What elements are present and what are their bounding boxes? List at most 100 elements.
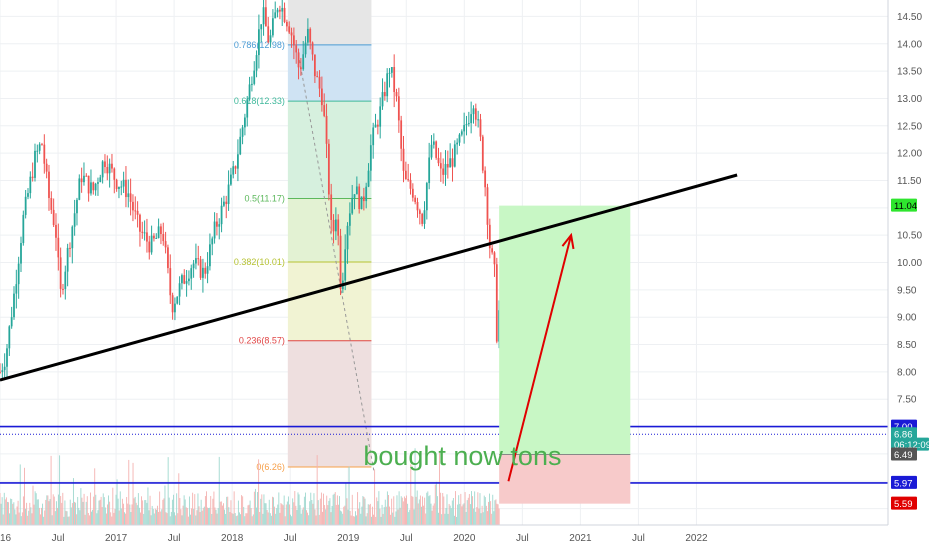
- volume-bar: [415, 496, 417, 525]
- volume-bar: [150, 515, 152, 525]
- volume-bar: [257, 492, 259, 525]
- candle-body: [425, 183, 428, 211]
- volume-bar: [350, 515, 352, 525]
- candle-body: [139, 214, 141, 232]
- fib-level-label: 0(6.26): [256, 462, 285, 472]
- x-tick-label: 16: [0, 533, 12, 544]
- x-tick-label: 2019: [337, 533, 360, 544]
- volume-bar: [223, 503, 224, 525]
- candle-body: [276, 9, 279, 13]
- volume-bar: [445, 507, 447, 525]
- price-label-tag[interactable]: [891, 427, 917, 441]
- loss-zone[interactable]: [499, 454, 631, 504]
- arrow-annotation[interactable]: [507, 232, 575, 482]
- horizontal-lines[interactable]: [0, 425, 888, 484]
- price-label-tag[interactable]: [891, 496, 917, 510]
- candle-body: [20, 243, 22, 264]
- volume-bar: [497, 504, 499, 525]
- candle-body: [491, 248, 494, 253]
- y-tick-label: 14.50: [897, 12, 922, 23]
- candle-body: [264, 7, 267, 27]
- volume-bar: [427, 491, 429, 525]
- volume-bar: [297, 492, 299, 525]
- volume-bar: [429, 495, 431, 525]
- volume-bar: [310, 492, 312, 525]
- candle-body: [176, 296, 179, 304]
- volume-bar: [367, 504, 369, 525]
- time-axis[interactable]: 16 Jul 2017 Jul 2018 Jul 2019 Jul 2020 Jul 2021 Jul…: [0, 524, 888, 550]
- candle-body: [306, 28, 309, 43]
- candle-body: [402, 148, 405, 171]
- price-label-tag[interactable]: [891, 437, 929, 451]
- price-label-tag[interactable]: [891, 475, 917, 489]
- volume-bar: [47, 495, 49, 525]
- volume-bar: [97, 510, 99, 525]
- long-position-tool[interactable]: [499, 205, 631, 504]
- fib-level-label: 0.618(12.33): [234, 96, 285, 106]
- candle-body: [283, 7, 286, 22]
- volume-bar: [304, 492, 306, 525]
- volume-bar: [228, 507, 230, 525]
- volume-bar: [207, 507, 208, 525]
- price-label-tag[interactable]: [891, 198, 917, 212]
- volume-bar: [164, 485, 166, 525]
- x-tick-label: 2022: [685, 533, 708, 544]
- candle-body: [85, 175, 88, 177]
- candle-body: [390, 67, 393, 73]
- note-text[interactable]: bought now tons: [363, 441, 561, 471]
- volume-bar: [229, 511, 231, 525]
- volume-bar: [72, 478, 74, 525]
- candle-body: [71, 226, 74, 249]
- candle-body: [178, 283, 181, 297]
- price-axis[interactable]: 14.50 14.00 13.50 13.00 12.50 12.00 11.50 10.50…: [887, 0, 932, 550]
- volume-bar: [237, 500, 239, 525]
- candle-body: [206, 266, 209, 274]
- candle-body: [446, 163, 449, 168]
- volume-bar: [204, 496, 206, 525]
- volume-bar: [402, 501, 404, 525]
- volume-bar: [482, 512, 484, 525]
- profit-zone[interactable]: [499, 205, 631, 455]
- volume-bar: [355, 511, 356, 525]
- y-tick-label: 9.50: [897, 285, 917, 296]
- volume-bar: [316, 455, 318, 525]
- volume-bar: [6, 501, 8, 525]
- volume-bar: [159, 491, 161, 525]
- candle-body: [27, 193, 29, 197]
- volume-bar: [63, 516, 65, 525]
- volume-bar: [240, 514, 241, 525]
- candle-body: [118, 186, 120, 189]
- volume-bar: [54, 511, 56, 525]
- price-label-tag[interactable]: [891, 447, 917, 461]
- fib-retracement[interactable]: 0.786(12.98)0.618(12.33)0.5(11.17)0.382(…: [234, 0, 375, 472]
- candle-body: [59, 257, 62, 289]
- candle-body: [164, 241, 167, 248]
- volume-bar: [165, 512, 167, 525]
- candle-body: [90, 182, 92, 194]
- volume-bar: [286, 501, 288, 525]
- volume-bar: [210, 496, 212, 525]
- volume-bar: [58, 494, 59, 525]
- candle-body: [488, 224, 491, 249]
- candle-body: [458, 134, 461, 143]
- volume-bar: [455, 491, 456, 525]
- trendline-line[interactable]: [0, 173, 738, 382]
- volume-bar: [201, 510, 203, 525]
- volume-bar: [345, 482, 347, 525]
- volume-bar: [55, 501, 57, 525]
- volume-bar: [273, 497, 274, 525]
- volume-bar: [245, 513, 247, 525]
- volume-bar: [65, 510, 67, 525]
- volume-bar: [36, 499, 38, 525]
- volume-bar: [496, 503, 498, 525]
- candle-body: [388, 72, 391, 74]
- volume-bar: [233, 491, 235, 525]
- trendline[interactable]: [0, 173, 738, 382]
- volume-bar: [87, 512, 89, 525]
- volume-bar: [116, 479, 118, 525]
- price-label-text: 06:12:09: [894, 440, 931, 451]
- volume-bar: [2, 514, 4, 525]
- x-tick-label: Jul: [400, 533, 413, 544]
- y-tick-label: 12.50: [897, 121, 922, 132]
